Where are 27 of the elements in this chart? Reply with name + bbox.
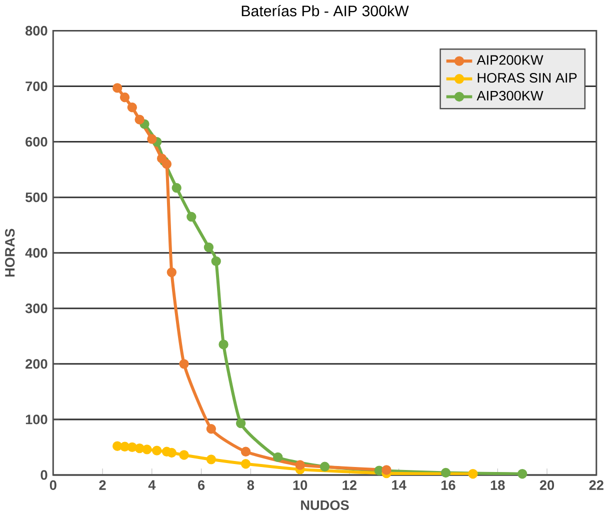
y-tick-label: 600	[26, 136, 48, 147]
x-tick-label: 20	[540, 480, 554, 490]
y-tick-label: 200	[26, 359, 48, 369]
x-tick-label: 14	[392, 480, 406, 490]
x-tick-label: 4	[148, 480, 156, 490]
x-tick-label: 12	[342, 480, 356, 490]
y-tick-label: 100	[26, 414, 48, 424]
y-tick-label: 800	[26, 26, 48, 36]
legend-label: HORAS SIN AIP	[478, 72, 577, 83]
x-tick-label: 8	[247, 480, 254, 490]
x-tick-label: 16	[442, 480, 456, 490]
x-tick-label: 22	[589, 480, 604, 490]
x-tick-label: 6	[198, 480, 205, 490]
x-tick-label: 2	[99, 480, 106, 490]
y-tick-label: 700	[26, 81, 48, 92]
legend-label: AIP300KW	[476, 90, 544, 100]
y-tick-label: 500	[26, 192, 48, 202]
legend-label: AIP200KW	[476, 55, 544, 65]
x-tick-label: 10	[293, 480, 308, 490]
x-tick-label: 0	[50, 480, 56, 490]
chart-title: Baterías Pb - AIP 300kW	[242, 5, 409, 16]
y-tick-label: 0	[40, 470, 48, 480]
y-axis-title: HORAS	[5, 228, 15, 277]
x-tick-label: 18	[490, 480, 505, 490]
x-axis-title: NUDOS	[301, 500, 349, 510]
y-tick-label: 400	[25, 248, 48, 258]
y-tick-label: 300	[25, 304, 48, 314]
